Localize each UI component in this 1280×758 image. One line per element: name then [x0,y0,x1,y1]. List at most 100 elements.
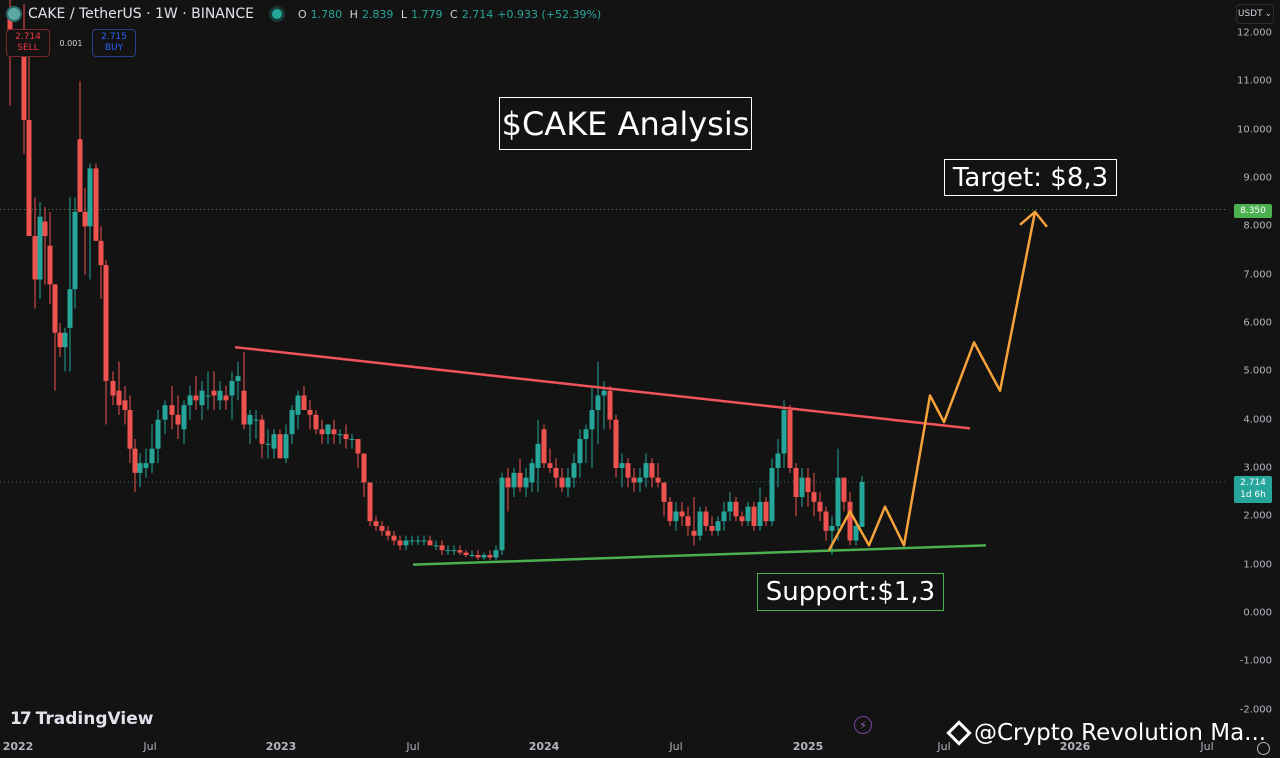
support-annotation[interactable]: Support:$1,3 [757,573,944,611]
price-tick: 0.000 [1243,607,1272,619]
time-axis[interactable]: 2022 Jul 2023 Jul 2024 Jul 2025 Jul 2026 Jul [0,740,1226,758]
settings-gear-icon[interactable] [1257,742,1270,755]
symbol-title[interactable]: CAKE / TetherUS · 1W · BINANCE [28,6,254,22]
price-tick: 1.000 [1243,559,1272,571]
candle [457,545,463,556]
candle [679,501,685,527]
watermark-text: @Crypto Revolution Ma... [974,720,1267,746]
candle [421,535,427,546]
candle [769,458,775,527]
time-tick: 2024 [528,740,560,753]
price-axis[interactable]: 12.000 11.000 10.000 9.000 8.000 7.000 6.000 5.… [1226,0,1280,758]
candle [82,187,88,275]
price-tick: 4.000 [1243,414,1272,426]
candle [349,434,355,449]
target-price-label: 8.350 [1234,204,1272,218]
price-tick: 9.000 [1243,172,1272,184]
candle [445,545,451,556]
projection-path[interactable] [827,211,1037,551]
candle [103,260,109,425]
candle [379,521,385,536]
candle [367,482,373,527]
time-tick: Jul [937,740,951,753]
candle [301,385,307,411]
candle [763,497,769,527]
candle [87,163,93,280]
candle [259,414,265,459]
candle [511,468,517,498]
currency-label: USDT [1237,9,1263,19]
candle [697,506,703,541]
candle [72,197,78,309]
candle [175,395,181,440]
candle [637,468,643,493]
tradingview-wordmark: TradingView [35,709,154,729]
support-trendline[interactable] [412,544,987,566]
candle [62,327,68,372]
candle [631,468,637,493]
candle [67,197,73,372]
candle [553,458,559,488]
price-tick: 5.000 [1243,365,1272,377]
candle [155,410,161,464]
price-tick: 2.000 [1243,510,1272,522]
low-value: 1.779 [411,7,443,21]
currency-dropdown[interactable]: USDT ⌄ [1236,4,1274,24]
candle [361,453,367,498]
lightning-icon[interactable]: ⚡ [854,716,872,734]
sell-label: SELL [17,43,39,53]
candle [137,453,143,488]
candle [685,506,691,536]
watermark: @Crypto Revolution Ma... [946,720,1267,746]
candle [721,501,727,531]
candle [47,211,53,304]
candle [529,458,535,493]
price-tick: -2.000 [1239,704,1272,716]
candle [253,410,259,440]
candle [277,429,283,459]
candle [487,550,493,560]
candle [211,371,217,411]
candle [703,506,709,531]
candle [667,497,673,527]
candle [241,352,247,430]
resistance-trendline[interactable] [234,345,971,430]
time-tick: 2026 [1059,740,1091,753]
buy-button[interactable]: 2.715 BUY [92,29,136,57]
buy-price: 2.715 [101,32,127,42]
candle [373,516,379,531]
candle [523,468,529,498]
candle [143,448,149,478]
candle [715,516,721,536]
candle [415,535,421,546]
candle [205,371,211,411]
candle [571,453,577,488]
candle [739,511,745,527]
candle [319,419,325,444]
sell-price: 2.714 [15,32,41,42]
arrow-head-icon [1019,210,1048,228]
candle [110,371,116,406]
candle [409,535,415,546]
target-annotation[interactable]: Target: $8,3 [944,159,1117,196]
ohlc-values: O 1.780 H 2.839 L 1.779 C 2.714 +0.933 (+52.… [297,7,602,21]
candle [331,419,337,444]
market-status-icon [271,9,282,19]
sell-button[interactable]: 2.714 SELL [6,29,50,57]
candle [427,535,433,546]
spread-value: 0.001 [59,38,83,48]
candle [691,497,697,546]
candle [493,545,499,560]
candle [595,361,601,444]
binance-logo-icon [946,720,972,746]
tradingview-logo[interactable]: 17 TradingView [10,709,153,729]
candle [817,492,823,522]
candle [835,448,841,541]
candle [775,439,781,488]
analysis-title-annotation[interactable]: $CAKE Analysis [499,97,752,150]
candle [643,453,649,488]
candle [847,492,853,546]
candle [337,429,343,444]
candle [625,458,631,488]
